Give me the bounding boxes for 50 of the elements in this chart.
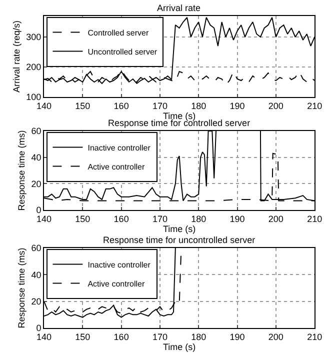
x-tick-label: 150 xyxy=(75,332,90,342)
x-tick-label: 170 xyxy=(152,332,168,342)
x-tick-label: 210 xyxy=(307,332,322,342)
y-axis-title: Arrival rate (req/s) xyxy=(12,20,22,93)
x-tick-label: 140 xyxy=(36,332,52,342)
legend-label: Inactive controller xyxy=(88,260,151,270)
x-axis-title: Time (s) xyxy=(162,342,196,352)
x-axis-title: Time (s) xyxy=(162,110,196,121)
x-tick-label: 180 xyxy=(191,214,206,224)
y-tick-label: 60 xyxy=(31,243,42,254)
y-tick-label: 200 xyxy=(26,62,42,72)
y-tick-label: 300 xyxy=(26,32,42,42)
x-tick-label: 140 xyxy=(36,100,52,111)
x-axis-title: Time (s) xyxy=(162,224,196,234)
y-tick-label: 20 xyxy=(31,296,42,306)
x-tick-label: 190 xyxy=(230,100,245,111)
x-tick-label: 180 xyxy=(191,332,206,342)
x-tick-label: 170 xyxy=(152,100,168,111)
legend-label: Controlled server xyxy=(88,28,149,38)
x-tick-label: 140 xyxy=(36,214,52,224)
chart-title: Arrival rate xyxy=(157,3,201,13)
x-tick-label: 200 xyxy=(268,332,284,342)
y-tick-label: 0 xyxy=(36,205,42,216)
y-tick-label: 60 xyxy=(31,126,42,136)
x-tick-label: 180 xyxy=(191,100,206,111)
y-tick-label: 20 xyxy=(31,178,42,189)
x-tick-label: 160 xyxy=(114,214,129,224)
x-tick-label: 160 xyxy=(114,332,129,342)
x-tick-label: 170 xyxy=(152,214,168,224)
chart-title: Response time for controlled server xyxy=(108,118,250,128)
legend-label: Active controller xyxy=(88,162,145,172)
y-tick-label: 40 xyxy=(31,270,42,280)
y-tick-label: 40 xyxy=(31,152,42,162)
x-tick-label: 150 xyxy=(75,100,90,111)
x-tick-label: 210 xyxy=(307,100,322,111)
x-tick-label: 200 xyxy=(268,100,284,111)
y-tick-label: 100 xyxy=(26,92,42,102)
x-tick-label: 150 xyxy=(75,214,90,224)
legend-label: Uncontrolled server xyxy=(88,47,158,56)
y-axis-title: Response time (ms) xyxy=(16,248,27,328)
y-tick-label: 0 xyxy=(36,323,42,334)
x-tick-label: 200 xyxy=(268,214,284,224)
chart-title: Response time for uncontrolled server xyxy=(103,235,256,245)
x-tick-label: 190 xyxy=(230,332,245,342)
x-tick-label: 190 xyxy=(230,214,245,224)
y-axis-title: Response time (ms) xyxy=(16,130,27,211)
legend-label: Active controller xyxy=(88,279,145,288)
x-tick-label: 160 xyxy=(114,100,129,111)
x-tick-label: 210 xyxy=(307,214,322,224)
legend-label: Inactive controller xyxy=(88,143,151,152)
